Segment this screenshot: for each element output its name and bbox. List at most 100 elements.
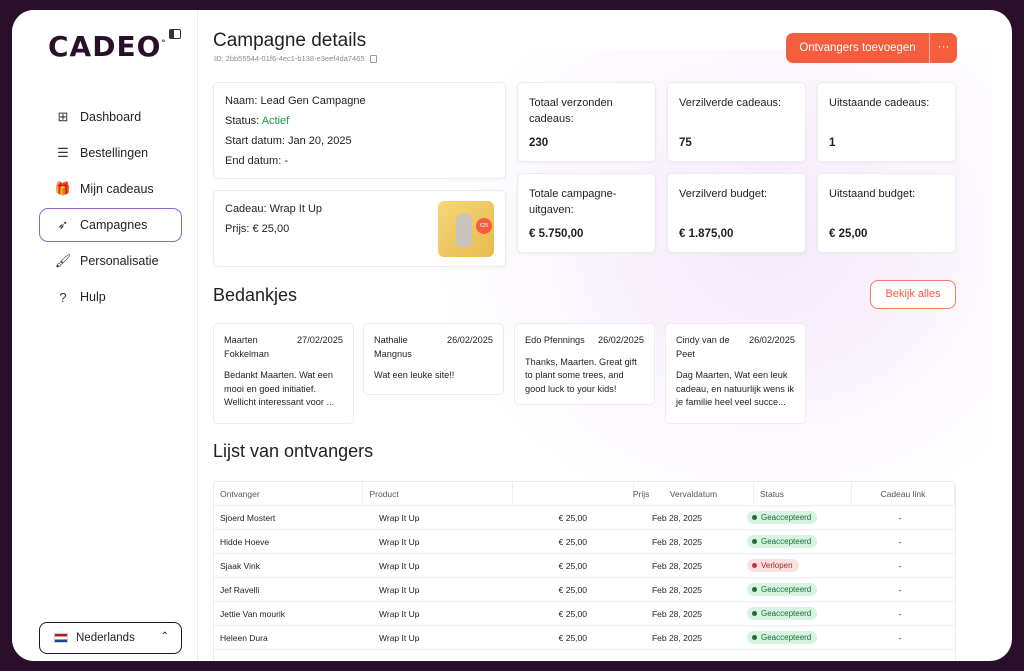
thanks-card[interactable]: Cindy van de Peet 26/02/2025 Dag Maarten, … bbox=[665, 323, 806, 424]
cell-date: Feb 28, 2025 bbox=[651, 536, 703, 547]
status-dot-icon bbox=[752, 587, 757, 592]
cell-status: Geaccepteerd bbox=[741, 530, 845, 553]
gift-icon: 🎁 bbox=[54, 181, 72, 196]
status-badge: Geaccepteerd bbox=[747, 535, 818, 548]
language-selector[interactable]: Nederlands ⌃ bbox=[39, 622, 182, 654]
status-dot-icon bbox=[752, 539, 757, 544]
sidebar-toggle-icon[interactable] bbox=[169, 29, 181, 39]
product-image: €25 bbox=[438, 201, 494, 257]
cell-name: Sjoerd Mostert bbox=[220, 512, 276, 523]
gift-price: Prijs: € 25,00 bbox=[225, 223, 290, 235]
thanks-card-header: Edo Pfennings 26/02/2025 bbox=[525, 334, 644, 348]
table-row[interactable]: Sjaak Vink Wrap It Up € 25,00 Feb 28, 2025 V… bbox=[214, 554, 955, 578]
thanks-sender-name: Maarten Fokkelman bbox=[224, 335, 269, 359]
sidebar-item-label: Mijn cadeaus bbox=[80, 182, 154, 196]
status-text: Geaccepteerd bbox=[761, 633, 812, 642]
sidebar-item-bestellingen[interactable]: ☰ Bestellingen bbox=[39, 136, 182, 170]
status-text: Verlopen bbox=[761, 561, 793, 570]
column-header[interactable]: Vervaldatum bbox=[634, 482, 754, 505]
cell-price: € 25,00 bbox=[558, 512, 587, 523]
status-text: Geaccepteerd bbox=[761, 585, 812, 594]
cell-link: - bbox=[898, 560, 902, 571]
status-badge: Geaccepteerd bbox=[747, 631, 818, 644]
status-dot-icon bbox=[752, 515, 757, 520]
stat-label: Totaal verzonden cadeaus: bbox=[529, 97, 613, 125]
grid-icon: ⊞ bbox=[57, 109, 69, 124]
thanks-date: 27/02/2025 bbox=[297, 335, 343, 345]
chevron-up-icon: ⌃ bbox=[160, 631, 169, 642]
status-dot-icon bbox=[752, 563, 757, 568]
rabbit-figure bbox=[456, 213, 472, 247]
more-options-button[interactable]: ··· bbox=[929, 33, 957, 63]
sidebar-item-label: Hulp bbox=[80, 290, 106, 304]
cell-status: Geaccepteerd bbox=[741, 506, 845, 529]
column-header[interactable]: Status bbox=[754, 482, 852, 505]
table-row[interactable]: Hidde Hoeve Wrap It Up € 25,00 Feb 28, 2025… bbox=[214, 530, 955, 554]
table-row[interactable]: Jettie Van mourik Wrap It Up € 25,00 Feb 28… bbox=[214, 602, 955, 626]
thanks-message: Thanks, Maarten. Great gift to plant som… bbox=[525, 356, 637, 394]
cell-name: Heleen Dura bbox=[220, 632, 268, 643]
table-row[interactable]: Jef Ravelli Wrap It Up € 25,00 Feb 28, 2025… bbox=[214, 578, 955, 602]
column-header[interactable]: Ontvanger bbox=[214, 482, 364, 505]
cell-product: Wrap It Up bbox=[379, 512, 420, 523]
thanks-card-header: Cindy van de Peet 26/02/2025 bbox=[676, 334, 795, 361]
sidebar-nav: ⊞ Dashboard ☰ Bestellingen 🎁 Mijn cadeaus ➶ Cam… bbox=[39, 100, 182, 316]
campaign-id-text: ID: 2bb55544-01f6-4ec1-b138-e3eef4da7465 bbox=[214, 54, 365, 63]
table-row[interactable]: Sjoerd Mostert Wrap It Up € 25,00 Feb 28, 2… bbox=[214, 506, 955, 530]
column-header[interactable]: Cadeau link bbox=[852, 482, 955, 505]
view-all-button[interactable]: Bekijk alles bbox=[870, 280, 956, 309]
thanks-card-header: Maarten Fokkelman 27/02/2025 bbox=[224, 334, 343, 361]
stat-card: Totaal verzonden cadeaus: 230 bbox=[517, 82, 656, 162]
table-row[interactable]: Heleen Dura Wrap It Up € 25,00 Feb 28, 2025… bbox=[214, 626, 955, 650]
cell-price: € 25,00 bbox=[558, 536, 587, 547]
sidebar-item-mijn-cadeaus[interactable]: 🎁 Mijn cadeaus bbox=[39, 172, 182, 206]
column-header[interactable]: Prijs bbox=[513, 482, 649, 505]
cell-status: Verlopen bbox=[741, 554, 845, 577]
thanks-card[interactable]: Edo Pfennings 26/02/2025 Thanks, Maarten. … bbox=[514, 323, 655, 405]
cell-price: € 25,00 bbox=[558, 632, 587, 643]
flag-nl-icon bbox=[54, 633, 68, 643]
status-text: Geaccepteerd bbox=[761, 513, 812, 522]
stat-label: Verzilverd budget: bbox=[679, 188, 768, 200]
page-title: Campagne details bbox=[213, 30, 367, 51]
cell-date: Feb 28, 2025 bbox=[651, 560, 703, 571]
add-recipients-button-group: Ontvangers toevoegen ··· bbox=[786, 33, 957, 63]
thanks-card[interactable]: Maarten Fokkelman 27/02/2025 Bedankt Maart… bbox=[213, 323, 354, 424]
sidebar-item-hulp[interactable]: ? Hulp bbox=[39, 280, 182, 314]
column-header[interactable]: Product bbox=[363, 482, 513, 505]
gift-card: Cadeau: Wrap It Up Prijs: € 25,00 €25 bbox=[213, 190, 506, 267]
stat-value: 1 bbox=[829, 137, 836, 149]
thanks-date: 26/02/2025 bbox=[447, 335, 493, 345]
campaign-id: ID: 2bb55544-01f6-4ec1-b138-e3eef4da7465 bbox=[214, 54, 377, 63]
cadeo-logo[interactable]: CADEO° bbox=[48, 30, 167, 63]
status-text: Geaccepteerd bbox=[761, 537, 812, 546]
sidebar-item-campagnes[interactable]: ➶ Campagnes bbox=[39, 208, 182, 242]
status-dot-icon bbox=[752, 611, 757, 616]
stat-value: € 25,00 bbox=[829, 228, 868, 240]
copy-icon[interactable] bbox=[369, 54, 377, 63]
stat-label: Uitstaande cadeaus: bbox=[829, 97, 930, 109]
thanks-date: 26/02/2025 bbox=[749, 335, 795, 345]
campaign-start-date: Start datum: Jan 20, 2025 bbox=[225, 135, 352, 147]
sidebar-item-label: Bestellingen bbox=[80, 146, 149, 160]
sidebar-item-dashboard[interactable]: ⊞ Dashboard bbox=[39, 100, 182, 134]
gift-label: Cadeau: Wrap It Up bbox=[225, 203, 323, 215]
cell-name: Jef Ravelli bbox=[220, 584, 260, 595]
thanks-card[interactable]: Nathalie Mangnus 26/02/2025 Wat een leuke … bbox=[363, 323, 504, 395]
cell-link: - bbox=[898, 536, 902, 547]
cell-product: Wrap It Up bbox=[379, 584, 420, 595]
stat-value: 230 bbox=[529, 137, 549, 149]
thanks-message: Bedankt Maarten. Wat een mooi en goed in… bbox=[224, 370, 335, 407]
cell-product: Wrap It Up bbox=[379, 560, 420, 571]
campaign-status: Status: Actief bbox=[225, 115, 290, 127]
cell-link: - bbox=[898, 632, 902, 643]
add-recipients-button[interactable]: Ontvangers toevoegen bbox=[799, 42, 916, 54]
cell-date: Feb 28, 2025 bbox=[651, 584, 703, 595]
stat-label: Totale campagne-uitgaven: bbox=[529, 188, 617, 216]
sidebar-item-personalisatie[interactable]: 🖌 Personalisatie bbox=[39, 244, 182, 278]
cell-name: Hidde Hoeve bbox=[220, 536, 270, 547]
status-value: Actief bbox=[261, 115, 290, 127]
cell-price: € 25,00 bbox=[558, 584, 587, 595]
campaign-name: Naam: Lead Gen Campagne bbox=[225, 95, 366, 107]
status-dot-icon bbox=[752, 635, 757, 640]
